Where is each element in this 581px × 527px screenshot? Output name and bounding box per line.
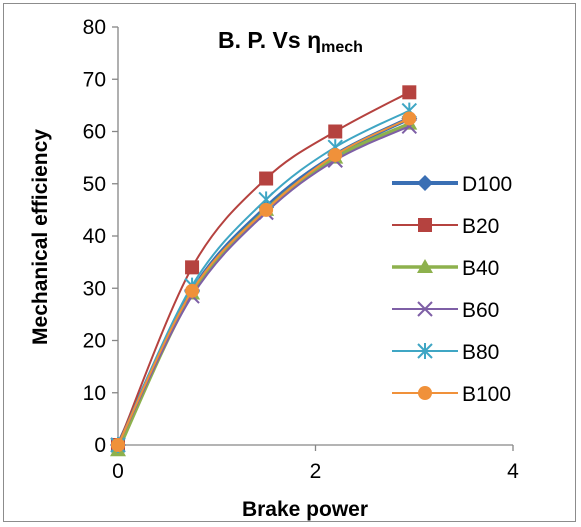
legend-item-b100: B100 <box>392 383 511 406</box>
y-tick-label: 60 <box>83 121 106 144</box>
data-point-b100 <box>402 111 417 126</box>
axes: 0 10 20 30 40 50 60 70 80 0 2 4 <box>83 16 520 483</box>
data-point-b20 <box>259 171 274 186</box>
x-tick-label: 2 <box>310 460 322 483</box>
data-point-b20 <box>328 124 343 139</box>
legend-item-b40: B40 <box>392 257 499 280</box>
title-symbol: η <box>307 27 321 53</box>
marker-stroke <box>417 301 433 317</box>
legend: D100 B20 B40 B60 B80 B100 <box>392 173 512 406</box>
plot-area <box>110 85 418 457</box>
y-axis-title: Mechanical efficiency <box>29 129 52 345</box>
series-line-d100 <box>116 116 411 446</box>
y-tick-label: 50 <box>83 173 106 196</box>
legend-label-b20: B20 <box>462 215 499 238</box>
series-b100 <box>111 111 417 452</box>
y-tick-label: 70 <box>83 68 106 91</box>
data-point-b20 <box>185 260 200 275</box>
legend-item-b60: B60 <box>392 299 499 322</box>
x-axis-title: Brake power <box>242 498 368 521</box>
data-point-b100 <box>328 148 343 163</box>
series-line-b20 <box>117 91 410 446</box>
series-b40 <box>110 115 418 457</box>
legend-item-b20: B20 <box>392 215 499 238</box>
y-tick-label: 0 <box>94 434 106 457</box>
series-b60 <box>110 118 418 453</box>
legend-marker-b40 <box>417 259 433 273</box>
y-tick-label: 20 <box>83 330 106 353</box>
series-line-b100 <box>117 117 410 446</box>
data-point-b100 <box>111 438 125 452</box>
series-b80 <box>110 102 418 453</box>
data-point-b100 <box>259 202 274 217</box>
legend-label-b40: B40 <box>462 257 499 280</box>
y-tick-label: 30 <box>83 277 106 300</box>
legend-item-b80: B80 <box>392 341 499 364</box>
series-line-b80 <box>117 109 410 446</box>
legend-marker-b100 <box>418 386 432 400</box>
y-tick-label: 80 <box>83 16 106 39</box>
title-subscript: mech <box>321 39 363 56</box>
y-tick-label: 40 <box>83 225 106 248</box>
legend-marker-b60 <box>417 301 433 317</box>
chart-frame <box>3 3 576 522</box>
legend-label-b60: B60 <box>462 299 499 322</box>
legend-label-d100: D100 <box>462 173 512 196</box>
legend-label-b80: B80 <box>462 341 499 364</box>
y-tick-label: 10 <box>83 382 106 405</box>
legend-marker-b80 <box>417 343 433 359</box>
title-text: B. P. Vs <box>218 27 307 53</box>
legend-marker-d100 <box>417 175 433 191</box>
data-point-b20 <box>402 85 417 100</box>
legend-label-b100: B100 <box>462 383 511 406</box>
series-d100 <box>110 110 418 453</box>
legend-item-d100: D100 <box>392 173 512 196</box>
legend-marker-b20 <box>418 218 432 232</box>
x-tick-label: 0 <box>112 460 124 483</box>
x-tick-label: 4 <box>507 460 519 483</box>
chart-title: B. P. Vs ηmech <box>218 27 363 56</box>
data-point-b100 <box>185 283 200 298</box>
